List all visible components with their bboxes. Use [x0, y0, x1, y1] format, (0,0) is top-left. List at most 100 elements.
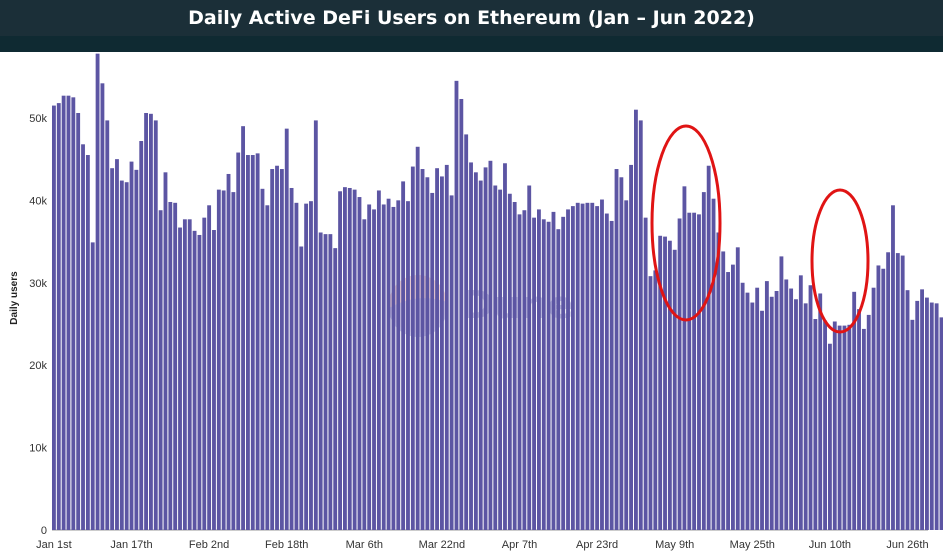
bar-day-121 [634, 109, 638, 530]
bar-day-109 [575, 202, 580, 530]
bar-day-184 [939, 317, 943, 530]
bar-day-12 [105, 120, 110, 531]
bar-day-120 [629, 164, 633, 530]
bar-day-36 [221, 190, 226, 530]
bar-day-114 [600, 199, 604, 530]
bar-day-98 [522, 210, 527, 531]
bar-day-46 [270, 169, 275, 530]
bar-day-148 [764, 281, 769, 530]
bar-day-149 [769, 296, 774, 530]
bar-day-73 [401, 181, 406, 530]
x-tick-label: Jun 10th [809, 539, 851, 551]
bar-day-15 [119, 180, 124, 530]
bar-day-99 [527, 185, 532, 530]
bar-day-174 [891, 205, 895, 531]
bar-day-108 [570, 206, 575, 531]
bar-day-76 [415, 146, 420, 530]
title-bar: Daily Active DeFi Users on Ethereum (Jan… [0, 0, 943, 36]
bar-day-60 [338, 191, 342, 530]
bar-day-4 [66, 95, 71, 531]
bar-day-100 [532, 217, 536, 530]
bar-day-20 [144, 112, 148, 531]
bar-day-134 [697, 214, 701, 531]
bar-day-116 [609, 220, 614, 530]
bar-day-105 [556, 229, 561, 530]
bar-day-93 [498, 189, 503, 530]
bar-day-11 [100, 83, 105, 530]
y-tick-label: 10k [29, 443, 47, 455]
bar-day-102 [541, 219, 546, 531]
bar-day-19 [139, 141, 144, 530]
bar-day-24 [163, 172, 168, 530]
bar-day-175 [895, 253, 900, 530]
bar-day-21 [149, 113, 153, 530]
bar-day-132 [687, 212, 692, 530]
bar-day-110 [580, 203, 585, 530]
bar-day-170 [871, 287, 876, 530]
bar-day-147 [760, 310, 764, 530]
bar-day-133 [692, 212, 697, 530]
bar-day-3 [61, 95, 66, 531]
bar-day-122 [638, 120, 643, 531]
y-tick-label: 40k [29, 195, 47, 207]
bar-day-167 [857, 309, 861, 530]
bar-day-18 [134, 169, 139, 530]
bar-day-47 [275, 165, 279, 530]
bar-day-37 [226, 173, 231, 530]
y-axis-label: Daily users [9, 271, 20, 325]
bar-day-153 [789, 288, 794, 530]
bar-day-163 [837, 325, 842, 530]
bar-day-152 [784, 279, 789, 530]
y-tick-label: 30k [29, 278, 47, 290]
bar-day-26 [173, 202, 178, 530]
x-tick-label: Apr 23rd [576, 539, 618, 551]
bar-day-48 [279, 169, 284, 530]
bar-day-181 [925, 297, 929, 530]
bar-day-80 [435, 168, 439, 530]
bar-day-83 [449, 195, 454, 530]
bar-day-85 [459, 98, 464, 531]
bar-day-169 [866, 314, 871, 530]
bar-day-52 [299, 246, 304, 530]
y-ticks: 0 10k 20k 30k 40k 50k [29, 113, 47, 537]
bar-day-127 [663, 236, 667, 531]
bar-day-23 [158, 210, 163, 531]
bar-day-94 [503, 163, 507, 530]
bar-day-103 [546, 221, 551, 530]
bar-day-8 [85, 155, 90, 530]
bar-day-63 [352, 189, 357, 530]
bar-day-78 [425, 177, 430, 530]
bar-day-137 [711, 198, 716, 530]
x-tick-label: Feb 2nd [189, 539, 229, 551]
bar-day-58 [328, 234, 333, 530]
bar-day-51 [294, 202, 299, 530]
bar-day-53 [304, 203, 309, 530]
bar-day-141 [731, 264, 735, 530]
bar-day-64 [357, 197, 362, 531]
bar-day-74 [406, 201, 410, 531]
bar-day-84 [454, 80, 459, 530]
bar-day-43 [255, 153, 260, 530]
bar-day-1 [52, 105, 56, 530]
x-tick-label: Jan 1st [36, 539, 71, 551]
bar-day-145 [750, 302, 755, 530]
chart-title: Daily Active DeFi Users on Ethereum (Jan… [188, 7, 755, 29]
bar-day-168 [861, 328, 866, 530]
bar-day-165 [847, 324, 852, 530]
bar-day-158 [813, 319, 818, 530]
bar-day-29 [187, 219, 192, 531]
bar-day-56 [318, 232, 323, 531]
bar-day-66 [367, 204, 372, 530]
bar-day-69 [381, 204, 386, 530]
bar-day-88 [473, 172, 478, 530]
bar-day-179 [915, 300, 920, 530]
bar-day-131 [682, 186, 687, 530]
bar-day-157 [808, 285, 813, 530]
bar-day-119 [624, 200, 629, 530]
bar-day-40 [241, 126, 245, 531]
bar-day-140 [726, 272, 730, 530]
bar-day-35 [216, 189, 221, 530]
bar-day-54 [309, 201, 313, 531]
bar-day-68 [376, 190, 381, 530]
